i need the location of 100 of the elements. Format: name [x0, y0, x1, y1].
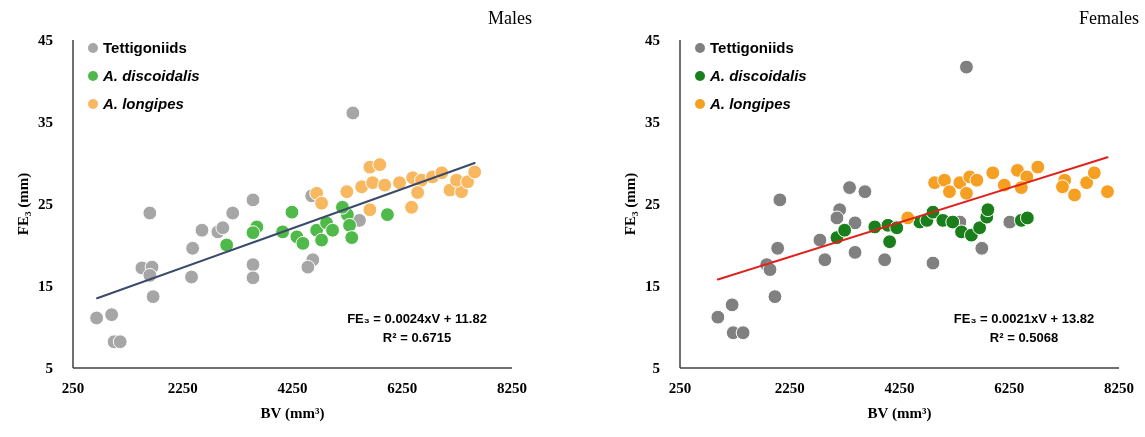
- point: [937, 172, 952, 188]
- y-tick-label: 45: [645, 32, 660, 49]
- point: [842, 180, 857, 195]
- point: [460, 174, 475, 190]
- chart-title: Females: [1079, 8, 1139, 28]
- point: [245, 257, 261, 273]
- y-tick-label: 5: [652, 360, 660, 377]
- point: [295, 235, 311, 251]
- point: [812, 232, 828, 248]
- point: [344, 230, 360, 246]
- point: [1067, 187, 1082, 203]
- point: [245, 192, 261, 208]
- point: [817, 252, 833, 268]
- legend-label: A. longipes: [709, 95, 791, 113]
- point: [1055, 179, 1070, 195]
- point: [959, 59, 974, 75]
- x-tick-label: 2250: [774, 380, 805, 396]
- point: [325, 222, 340, 238]
- annotation: R² = 0.5068: [989, 330, 1059, 345]
- legend-label: A. discoidalis: [709, 67, 807, 85]
- point: [1010, 162, 1025, 178]
- point: [365, 175, 381, 191]
- y-tick-label: 25: [645, 196, 660, 213]
- point: [985, 165, 1001, 181]
- legend-label: A. longipes: [102, 95, 184, 113]
- point: [362, 202, 378, 218]
- point: [142, 205, 158, 221]
- annotation: R² = 0.6715: [382, 330, 452, 345]
- point: [377, 177, 393, 193]
- y-tick-label: 25: [38, 196, 53, 213]
- point: [762, 262, 778, 277]
- point: [112, 334, 128, 350]
- point: [104, 307, 120, 323]
- point: [1100, 184, 1115, 200]
- point: [959, 185, 974, 201]
- point: [404, 199, 419, 215]
- legend-label: A. discoidalis: [102, 67, 200, 85]
- x-tick-label: 4250: [277, 380, 308, 396]
- annotation: FE₃ = 0.0024xV + 11.82: [347, 311, 487, 326]
- point: [877, 252, 893, 268]
- point: [1086, 165, 1102, 181]
- x-tick-label: 6250: [994, 380, 1025, 396]
- point: [847, 244, 863, 260]
- annotation: FE₃ = 0.0021xV + 13.82: [953, 311, 1095, 326]
- point: [380, 207, 395, 223]
- x-axis-title: BV (mm³): [867, 405, 932, 422]
- y-tick-label: 15: [645, 278, 660, 295]
- x-axis-title: BV (mm³): [260, 405, 325, 422]
- y-axis-title: FE₃ (mm): [15, 172, 32, 236]
- point: [724, 297, 740, 313]
- x-tick-label: 2250: [167, 380, 198, 396]
- legend-label: Tettigoniids: [710, 39, 794, 57]
- point: [245, 270, 261, 286]
- chart-title: Males: [488, 8, 532, 28]
- point: [467, 164, 483, 180]
- point: [225, 205, 241, 221]
- x-tick-label: 8250: [497, 380, 527, 396]
- point: [972, 220, 988, 236]
- point: [772, 192, 788, 208]
- point: [392, 175, 407, 191]
- point: [345, 105, 361, 121]
- legend-label: Tettigoniids: [103, 39, 187, 57]
- point: [847, 215, 863, 231]
- point: [89, 310, 105, 326]
- point: [710, 309, 726, 325]
- point: [829, 210, 845, 226]
- point: [314, 232, 329, 248]
- x-tick-label: 250: [668, 380, 692, 396]
- point: [145, 289, 161, 305]
- point: [857, 184, 873, 200]
- point: [300, 259, 316, 275]
- point: [882, 234, 898, 250]
- point: [969, 172, 985, 188]
- point: [735, 325, 751, 341]
- point: [219, 237, 235, 253]
- y-tick-label: 35: [645, 114, 660, 131]
- point: [410, 185, 426, 200]
- point: [770, 240, 786, 256]
- point: [945, 214, 961, 230]
- x-tick-label: 250: [61, 380, 85, 396]
- point: [184, 269, 199, 285]
- point: [925, 255, 941, 271]
- point: [1030, 159, 1046, 175]
- y-tick-label: 15: [38, 278, 53, 295]
- point: [980, 202, 996, 218]
- point: [342, 217, 357, 233]
- point: [372, 157, 388, 173]
- point: [339, 184, 355, 200]
- x-tick-label: 8250: [1104, 380, 1134, 396]
- y-axis-title: FE₃ (mm): [622, 172, 639, 236]
- point: [215, 220, 231, 236]
- x-tick-label: 4250: [884, 380, 915, 396]
- y-tick-label: 5: [45, 360, 53, 377]
- x-tick-label: 6250: [387, 380, 418, 396]
- point: [194, 222, 210, 238]
- y-tick-label: 45: [38, 32, 53, 49]
- point: [314, 195, 329, 211]
- point: [185, 240, 201, 256]
- point: [974, 240, 990, 256]
- point: [245, 225, 261, 241]
